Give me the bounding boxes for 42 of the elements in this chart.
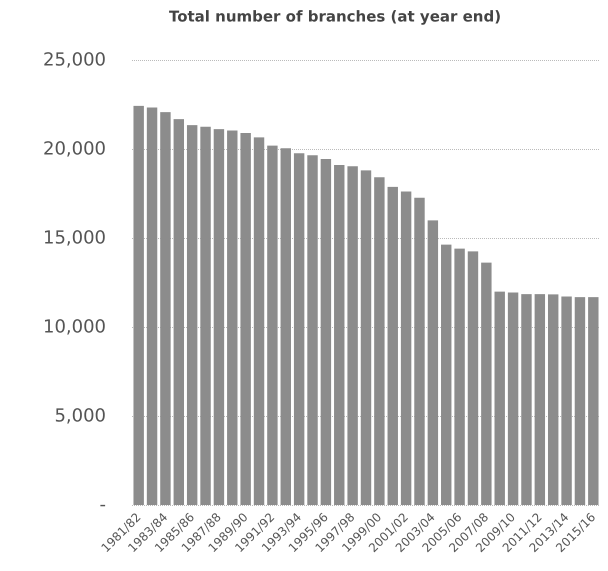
bar (174, 119, 184, 505)
bar (320, 158, 332, 505)
bar (574, 297, 586, 505)
bar (240, 132, 251, 505)
y-tick-label: 25,000 (43, 50, 106, 70)
bar (494, 292, 505, 505)
y-tick-label: 20,000 (43, 138, 106, 160)
bar (347, 166, 358, 505)
bar (468, 251, 478, 505)
bar (334, 165, 344, 505)
chart-title: Total number of branches (at year end) (168, 8, 502, 26)
bar (374, 177, 385, 505)
y-tick-label: 10,000 (43, 316, 106, 338)
bar (200, 126, 211, 505)
bar (227, 130, 238, 505)
bar (481, 262, 492, 505)
bar (388, 186, 398, 505)
y-tick-label: - (100, 494, 106, 516)
bar (254, 137, 264, 505)
bar (133, 106, 144, 505)
bar (521, 294, 532, 505)
bar (267, 146, 278, 505)
bar (534, 294, 546, 505)
bar (186, 125, 198, 505)
bar (214, 129, 224, 505)
bar (280, 148, 291, 505)
bar (454, 248, 465, 505)
bar (428, 220, 438, 505)
bar (146, 108, 158, 505)
bar (588, 297, 599, 505)
bar (294, 153, 304, 505)
bar (561, 296, 572, 505)
bar (307, 155, 318, 505)
bar (548, 294, 558, 505)
bar (160, 112, 171, 505)
y-tick-label: 15,000 (43, 228, 106, 248)
y-tick-label: 5,000 (54, 406, 106, 426)
bar (441, 244, 452, 505)
bar (414, 198, 425, 505)
bar (360, 170, 372, 505)
bar (400, 192, 412, 505)
bar (508, 292, 518, 505)
